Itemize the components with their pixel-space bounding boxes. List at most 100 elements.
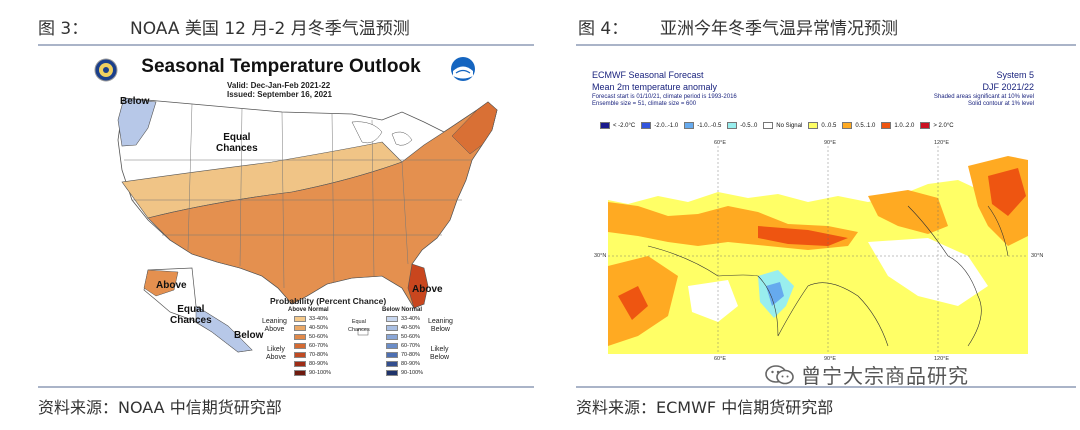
ecmwf-legend-label: -1.0..-0.5 <box>697 122 722 129</box>
top-divider <box>576 44 1076 46</box>
above-legend-row: 50-60% <box>294 333 328 341</box>
map-title: Seasonal Temperature Outlook <box>141 56 421 77</box>
ecmwf-legend-swatch <box>684 122 695 129</box>
ecmwf-legend-label: 1.0..2.0 <box>894 122 915 129</box>
ecmwf-legend-item: 1.0..2.0 <box>881 122 914 129</box>
label-above-alaska: Above <box>156 280 187 291</box>
below-legend-label: 50-60% <box>401 334 420 340</box>
ecmwf-legend-item: 0..0.5 <box>808 122 836 129</box>
ecmwf-legend-swatch <box>920 122 931 129</box>
below-legend-swatch <box>386 343 398 349</box>
ecmwf-forecast-start: Forecast start is 01/10/21, climate peri… <box>592 94 737 100</box>
above-legend-label: 50-60% <box>309 334 328 340</box>
ecmwf-legend-item: 0.5..1.0 <box>842 122 875 129</box>
noaa-logo-icon <box>451 57 475 81</box>
above-legend-label: 80-90% <box>309 361 328 367</box>
axis-top-60e: 60°E <box>714 140 726 146</box>
above-legend-label: 60-70% <box>309 343 328 349</box>
bottom-divider <box>38 386 534 388</box>
figure-caption: NOAA 美国 12 月-2 月冬季气温预测 <box>130 19 410 39</box>
above-legend-row: 40-50% <box>294 324 328 332</box>
source-note: 资料来源：ECMWF 中信期货研究部 <box>576 398 834 417</box>
right-figure-panel: 图 4： 亚洲今年冬季气温异常情况预测 ECMWF Seasonal Foreca… <box>540 0 1080 430</box>
above-legend-row: 60-70% <box>294 342 328 350</box>
legend-leaning-below: Leaning Below <box>428 318 453 333</box>
top-divider <box>38 44 534 46</box>
ecmwf-legend-swatch <box>881 122 892 129</box>
ecmwf-system: System 5 <box>996 70 1034 80</box>
ecmwf-legend-item: -1.0..-0.5 <box>684 122 721 129</box>
above-legend-label: 40-50% <box>309 325 328 331</box>
above-legend-swatch <box>294 316 306 322</box>
ecmwf-legend-label: No Signal <box>776 122 803 129</box>
ecmwf-significance: Shaded areas significant at 10% level <box>933 94 1034 100</box>
ecmwf-legend-item: No Signal <box>763 122 802 129</box>
label-below-alaska: Below <box>234 330 264 341</box>
below-legend-label: 70-80% <box>401 352 420 358</box>
axis-bottom-90e: 90°E <box>824 356 836 362</box>
wechat-watermark: 曾宁大宗商品研究 <box>765 360 969 389</box>
legend-leaning-above: Leaning Above <box>262 318 287 333</box>
noaa-outlook-map: Seasonal Temperature Outlook Valid: Dec-… <box>52 50 510 384</box>
ecmwf-legend: < -2.0°C -2.0..-1.0 -1.0..-0.5 -0.5..0 No Si… <box>600 122 954 129</box>
wechat-icon <box>765 364 794 384</box>
above-legend-label: 33-40% <box>309 316 328 322</box>
issued-date: Issued: September 16, 2021 <box>227 90 332 99</box>
figure-4-title: 图 4： 亚洲今年冬季气温异常情况预测 <box>578 14 898 39</box>
below-legend-swatch <box>386 352 398 358</box>
below-legend-row: 80-90% <box>386 360 420 368</box>
axis-bottom-60e: 60°E <box>714 356 726 362</box>
figure-3-title: 图 3： NOAA 美国 12 月-2 月冬季气温预测 <box>38 14 410 39</box>
legend-likely-below: Likely Below <box>430 346 450 361</box>
us-map-graphic <box>117 97 498 353</box>
ecmwf-legend-swatch <box>600 122 610 129</box>
above-legend-swatch <box>294 334 306 340</box>
above-legend-row: 90-100% <box>294 369 331 377</box>
above-legend-swatch <box>294 370 306 376</box>
legend-above-normal: Above Normal <box>288 307 329 313</box>
below-legend-label: 90-100% <box>401 370 424 376</box>
source-note: 资料来源：NOAA 中信期货研究部 <box>38 398 282 417</box>
above-legend-label: 70-80% <box>309 352 328 358</box>
below-legend-row: 70-80% <box>386 351 420 359</box>
ecmwf-legend-swatch <box>727 122 738 129</box>
legend-equal-chances: Equal Chances <box>348 319 370 333</box>
ecmwf-legend-item: < -2.0°C <box>600 122 635 129</box>
above-legend-swatch <box>294 325 306 331</box>
ecmwf-subtitle: Mean 2m temperature anomaly <box>592 82 718 92</box>
below-legend-label: 60-70% <box>401 343 420 349</box>
figure-number: 图 4： <box>578 19 629 39</box>
below-legend-swatch <box>386 361 398 367</box>
axis-right-30n: 30°N <box>1031 253 1044 259</box>
watermark-text: 曾宁大宗商品研究 <box>801 364 969 388</box>
valid-period: Valid: Dec-Jan-Feb 2021-22 <box>227 81 331 90</box>
below-legend-swatch <box>386 325 398 331</box>
above-legend-row: 80-90% <box>294 360 328 368</box>
commerce-seal-icon <box>94 58 118 82</box>
ecmwf-legend-label: -0.5..0 <box>740 122 758 129</box>
above-legend-swatch <box>294 361 306 367</box>
ecmwf-ensemble-size: Ensemble size = 51, climate size = 600 <box>592 101 697 107</box>
below-legend-row: 33-40% <box>386 315 420 323</box>
figure-number: 图 3： <box>38 19 89 39</box>
below-legend-swatch <box>386 316 398 322</box>
ecmwf-title: ECMWF Seasonal Forecast <box>592 70 704 80</box>
ecmwf-legend-label: -2.0..-1.0 <box>654 122 679 129</box>
ecmwf-legend-item: > 2.0°C <box>920 122 954 129</box>
label-equal-chances: Equal Chances <box>216 132 258 154</box>
below-legend-label: 40-50% <box>401 325 420 331</box>
below-legend-label: 33-40% <box>401 316 420 322</box>
label-above-florida: Above <box>412 284 443 295</box>
ecmwf-forecast-map: ECMWF Seasonal Forecast Mean 2m temperat… <box>576 50 1076 378</box>
ecmwf-legend-label: < -2.0°C <box>613 122 636 129</box>
ecmwf-legend-item: -2.0..-1.0 <box>641 122 678 129</box>
ecmwf-legend-swatch <box>842 122 853 129</box>
axis-bottom-120e: 120°E <box>934 356 950 362</box>
ecmwf-legend-swatch <box>641 122 652 129</box>
below-legend-swatch <box>386 370 398 376</box>
asia-anomaly-map <box>608 146 1028 354</box>
ecmwf-legend-item: -0.5..0 <box>727 122 757 129</box>
above-legend-row: 33-40% <box>294 315 328 323</box>
ecmwf-season: DJF 2021/22 <box>982 82 1034 92</box>
ecmwf-contour-note: Solid contour at 1% level <box>967 101 1034 107</box>
